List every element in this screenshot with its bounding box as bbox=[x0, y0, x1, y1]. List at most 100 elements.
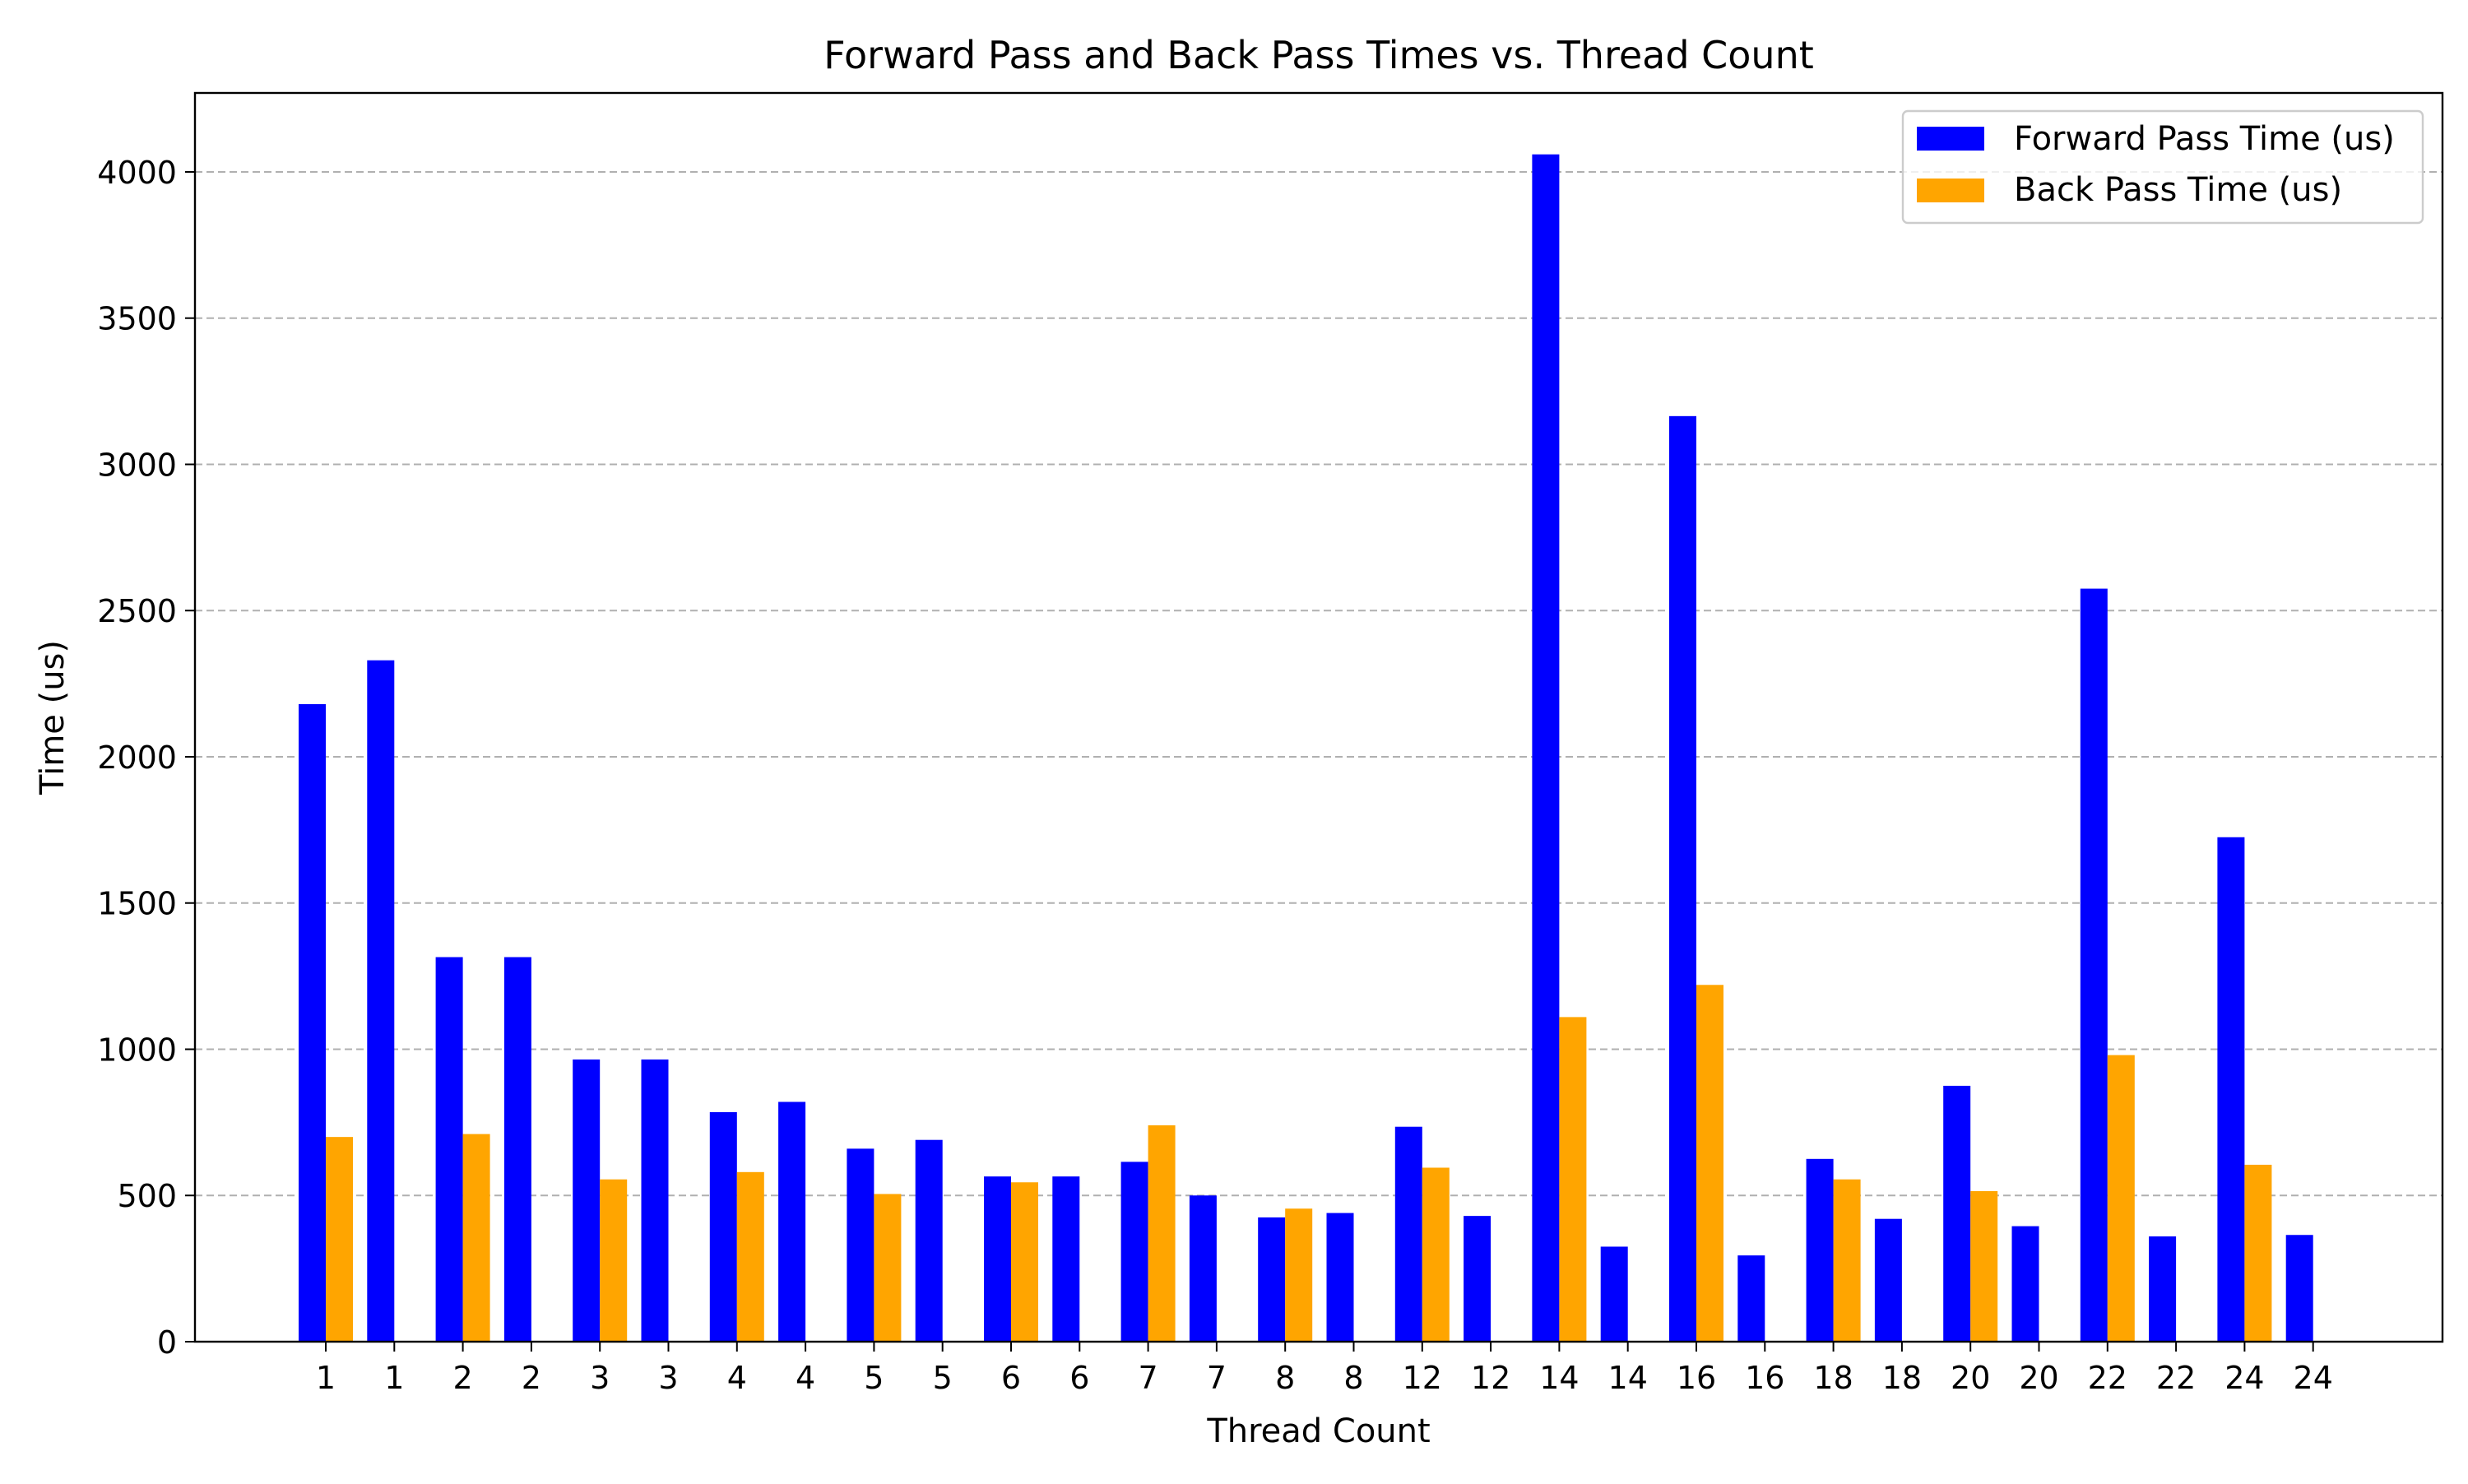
bar-back-pass bbox=[2107, 1055, 2135, 1342]
bar-back-pass bbox=[462, 1134, 490, 1342]
x-tick-label: 5 bbox=[933, 1360, 953, 1396]
x-tick-label: 24 bbox=[2224, 1360, 2264, 1396]
y-tick-label: 1500 bbox=[97, 886, 177, 922]
bar-forward-pass bbox=[1120, 1162, 1148, 1342]
bar-forward-pass bbox=[1189, 1195, 1217, 1342]
bar-back-pass bbox=[1011, 1182, 1038, 1342]
x-tick-label: 4 bbox=[796, 1360, 815, 1396]
bar-forward-pass bbox=[915, 1139, 943, 1342]
legend: Forward Pass Time (us) Back Pass Time (u… bbox=[1901, 109, 2424, 225]
bar-forward-pass bbox=[709, 1111, 737, 1342]
y-tick-label: 2500 bbox=[97, 593, 177, 629]
y-tick-label: 0 bbox=[157, 1324, 177, 1361]
legend-label-back: Back Pass Time (us) bbox=[2014, 171, 2342, 209]
x-tick-label: 14 bbox=[1539, 1360, 1579, 1396]
y-axis-ticks: 0 500 1000 1500 2000 2500 3000 3500 4000 bbox=[97, 155, 195, 1361]
x-tick-label: 22 bbox=[2156, 1360, 2196, 1396]
bar-forward-pass bbox=[573, 1059, 601, 1342]
bar-back-pass bbox=[326, 1137, 353, 1342]
x-tick-label: 1 bbox=[384, 1360, 404, 1396]
bar-forward-pass bbox=[778, 1101, 806, 1342]
y-tick-label: 2000 bbox=[97, 740, 177, 776]
bar-forward-pass bbox=[2217, 837, 2245, 1342]
x-tick-label: 4 bbox=[727, 1360, 747, 1396]
x-tick-label: 5 bbox=[864, 1360, 884, 1396]
bar-back-pass bbox=[1970, 1190, 1998, 1342]
bar-forward-pass bbox=[984, 1176, 1011, 1342]
bar-back-pass bbox=[1285, 1208, 1313, 1342]
x-tick-label: 7 bbox=[1207, 1360, 1227, 1396]
bar-back-pass bbox=[1696, 985, 1723, 1342]
chart-title: Forward Pass and Back Pass Times vs. Thr… bbox=[823, 33, 1814, 77]
bar-forward-pass bbox=[1806, 1158, 1834, 1342]
x-tick-label: 18 bbox=[1813, 1360, 1853, 1396]
bar-forward-pass bbox=[367, 660, 395, 1342]
y-tick-label: 500 bbox=[117, 1178, 177, 1214]
x-tick-label: 12 bbox=[1403, 1360, 1442, 1396]
bar-back-pass bbox=[2244, 1164, 2272, 1342]
x-axis-label: Thread Count bbox=[1206, 1412, 1430, 1450]
bar-forward-pass bbox=[2011, 1226, 2039, 1342]
x-tick-label: 24 bbox=[2294, 1360, 2333, 1396]
bars bbox=[299, 154, 2313, 1342]
x-tick-label: 6 bbox=[1069, 1360, 1089, 1396]
bar-forward-pass bbox=[2285, 1235, 2313, 1342]
bar-forward-pass bbox=[641, 1059, 669, 1342]
y-tick-label: 3500 bbox=[97, 301, 177, 337]
x-tick-label: 8 bbox=[1275, 1360, 1295, 1396]
bar-forward-pass bbox=[1737, 1255, 1765, 1342]
x-tick-label: 14 bbox=[1608, 1360, 1648, 1396]
legend-swatch-back bbox=[1917, 179, 1984, 202]
bar-back-pass bbox=[874, 1194, 902, 1342]
bar-forward-pass bbox=[2080, 588, 2108, 1342]
bar-forward-pass bbox=[435, 957, 463, 1342]
legend-label-forward: Forward Pass Time (us) bbox=[2014, 120, 2395, 158]
bar-forward-pass bbox=[1669, 415, 1696, 1342]
x-tick-label: 2 bbox=[522, 1360, 541, 1396]
bar-forward-pass bbox=[1600, 1246, 1628, 1342]
x-tick-label: 16 bbox=[1745, 1360, 1784, 1396]
bar-back-pass bbox=[1559, 1017, 1587, 1342]
bar-forward-pass bbox=[299, 704, 326, 1342]
y-axis-label: Time (us) bbox=[34, 640, 72, 795]
grid-lines bbox=[195, 170, 2442, 1197]
bar-forward-pass bbox=[1052, 1176, 1080, 1342]
bar-forward-pass bbox=[1532, 154, 1560, 1342]
x-tick-label: 16 bbox=[1677, 1360, 1716, 1396]
bar-back-pass bbox=[1833, 1179, 1861, 1342]
x-tick-label: 22 bbox=[2088, 1360, 2127, 1396]
bar-forward-pass bbox=[503, 957, 531, 1342]
bar-forward-pass bbox=[1943, 1085, 1971, 1342]
legend-box bbox=[1901, 109, 2424, 225]
bar-back-pass bbox=[1422, 1167, 1450, 1342]
x-tick-label: 1 bbox=[316, 1360, 336, 1396]
x-tick-label: 8 bbox=[1343, 1360, 1363, 1396]
x-tick-label: 2 bbox=[453, 1360, 473, 1396]
x-tick-label: 3 bbox=[590, 1360, 610, 1396]
x-tick-label: 7 bbox=[1139, 1360, 1158, 1396]
legend-swatch-forward bbox=[1917, 127, 1984, 151]
bar-forward-pass bbox=[1874, 1218, 1902, 1342]
bar-forward-pass bbox=[1394, 1126, 1422, 1342]
x-tick-label: 20 bbox=[1951, 1360, 1990, 1396]
bar-forward-pass bbox=[1464, 1216, 1491, 1342]
bar-forward-pass bbox=[1326, 1213, 1354, 1342]
bar-back-pass bbox=[1148, 1125, 1176, 1342]
bar-forward-pass bbox=[1258, 1217, 1286, 1342]
x-tick-label: 18 bbox=[1882, 1360, 1922, 1396]
y-tick-label: 3000 bbox=[97, 447, 177, 483]
y-tick-label: 1000 bbox=[97, 1032, 177, 1068]
y-tick-label: 4000 bbox=[97, 155, 177, 191]
plot-frame bbox=[193, 91, 2444, 1343]
x-tick-label: 3 bbox=[658, 1360, 678, 1396]
bar-forward-pass bbox=[847, 1148, 874, 1342]
x-axis-ticks: 1 1 2 2 3 3 4 4 5 5 6 6 7 7 8 8 12 12 14 14 16 16 18 18 20 20 22 22… bbox=[316, 1342, 2333, 1396]
bar-forward-pass bbox=[2149, 1236, 2177, 1342]
bar-back-pass bbox=[736, 1171, 764, 1342]
x-tick-label: 20 bbox=[2019, 1360, 2058, 1396]
bar-back-pass bbox=[600, 1179, 628, 1342]
x-tick-label: 6 bbox=[1001, 1360, 1021, 1396]
